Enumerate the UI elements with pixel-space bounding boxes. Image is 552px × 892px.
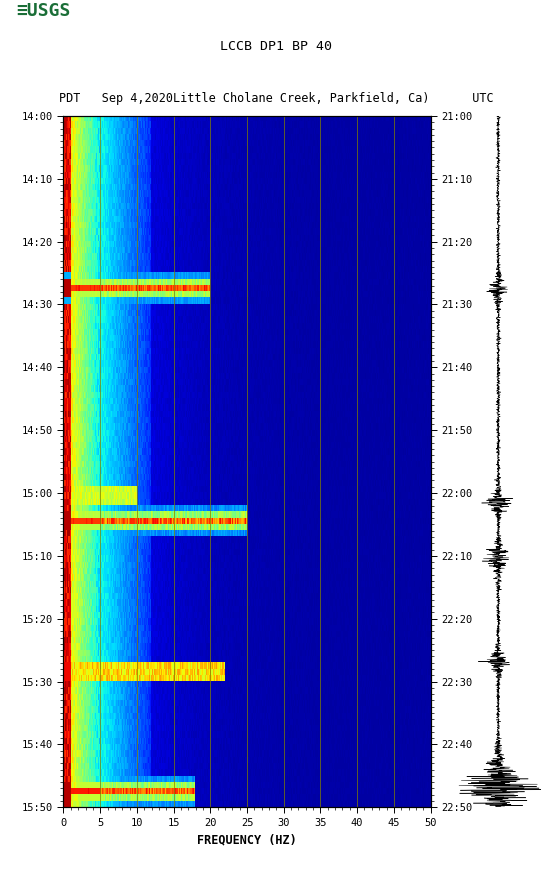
- X-axis label: FREQUENCY (HZ): FREQUENCY (HZ): [197, 833, 297, 847]
- Text: PDT   Sep 4,2020Little Cholane Creek, Parkfield, Ca)      UTC: PDT Sep 4,2020Little Cholane Creek, Park…: [59, 92, 493, 104]
- Text: LCCB DP1 BP 40: LCCB DP1 BP 40: [220, 40, 332, 54]
- Text: ≡USGS: ≡USGS: [17, 3, 71, 21]
